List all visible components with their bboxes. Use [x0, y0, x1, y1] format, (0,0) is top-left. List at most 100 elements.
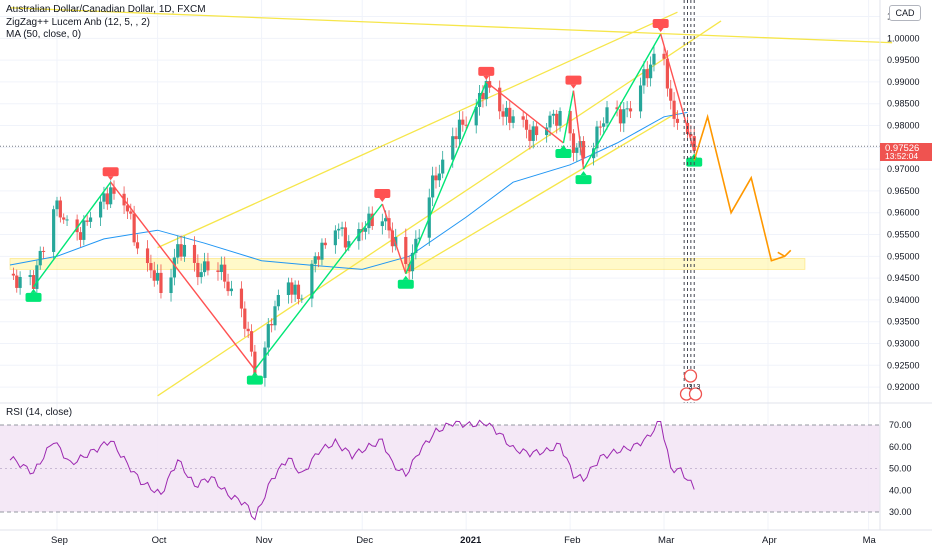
rsi-tick-label: 70.00 — [889, 420, 912, 430]
last-price-badge-bg — [880, 143, 932, 161]
candle-body — [85, 220, 89, 222]
price-tick-label: 0.94500 — [887, 273, 920, 283]
candle-body — [451, 136, 455, 160]
candle-body — [145, 248, 150, 264]
event-count-label: 3 — [689, 384, 693, 391]
last-price-badge: 0.97526 13:52:04 — [880, 143, 932, 161]
currency-badge[interactable]: CAD — [889, 5, 921, 21]
candle-body — [58, 200, 62, 218]
zigzag-high-label — [565, 75, 582, 85]
candle-body — [323, 242, 327, 246]
candle-body — [216, 270, 220, 272]
zigzag-low-pointer — [560, 144, 567, 149]
candle-body — [692, 136, 696, 151]
candle-body — [595, 126, 599, 149]
candle-body — [625, 108, 629, 110]
candle-body — [575, 147, 579, 153]
candle-body — [105, 193, 109, 205]
price-tick-label: 0.98000 — [887, 121, 920, 131]
candle-body — [38, 250, 42, 266]
projection-arrowhead — [777, 249, 792, 258]
time-tick-label: Sep — [51, 535, 68, 546]
symbol-title[interactable]: Australian Dollar/Canadian Dollar, 1D, F… — [6, 4, 206, 15]
candle-body — [568, 110, 572, 134]
zigzag-low-pointer — [30, 288, 37, 293]
channel-line — [157, 11, 678, 249]
candle-body — [340, 227, 344, 229]
candle-body — [662, 53, 666, 59]
candle-body — [592, 148, 596, 159]
zigzag-high-pointer — [107, 176, 114, 181]
candle-body — [266, 324, 270, 348]
zigzag-indicator-label[interactable]: ZigZag++ Lucem Anb (12, 5, , 2) — [6, 16, 150, 28]
time-tick-label: Feb — [564, 535, 580, 546]
candle-body — [508, 107, 512, 123]
candle-body — [484, 81, 488, 100]
zigzag-low-label — [25, 292, 42, 302]
zigzag-segment — [405, 81, 487, 275]
rsi-tick-label: 50.00 — [889, 464, 912, 474]
candle-body — [528, 129, 532, 141]
time-tick-label: Apr — [762, 535, 777, 546]
candle-body — [689, 133, 693, 137]
candle-body — [598, 126, 602, 128]
candle-body — [270, 324, 274, 326]
candle-body — [172, 257, 176, 278]
candle-body — [431, 175, 435, 198]
candle-body — [199, 272, 203, 278]
candle-body — [555, 113, 559, 126]
candle-body — [179, 244, 183, 257]
zigzag-high-pointer — [379, 198, 386, 202]
candle-body — [276, 294, 280, 307]
candle-body — [457, 119, 462, 140]
zigzag-high-label — [652, 18, 669, 28]
candle-body — [152, 270, 156, 281]
rsi-indicator-label[interactable]: RSI (14, close) — [6, 407, 73, 418]
event-flag-marker — [683, 369, 698, 383]
ma-indicator-label[interactable]: MA (50, close, 0) — [6, 29, 82, 40]
price-tick-label: 0.99000 — [887, 77, 920, 87]
price-tick-label: 0.99500 — [887, 55, 920, 65]
candle-body — [498, 87, 502, 112]
candle-body — [239, 288, 244, 309]
candle-body — [243, 308, 247, 329]
zigzag-low-label — [397, 279, 414, 289]
candle-body — [202, 261, 207, 273]
candle-body — [135, 242, 140, 249]
candle-body — [82, 220, 86, 240]
time-axis[interactable]: Sep Oct Nov Dec 2021 Feb Mar Apr Ma — [51, 535, 877, 546]
candle-body — [52, 209, 56, 252]
zigzag-high-pointer — [657, 27, 664, 32]
price-tick-label: 0.97000 — [887, 164, 920, 174]
candle-body — [75, 219, 79, 233]
channel-line — [405, 111, 678, 275]
zigzag-low-label — [555, 148, 572, 158]
candle-body — [548, 115, 552, 128]
candle-body — [545, 127, 549, 136]
candle-body — [41, 250, 46, 252]
ma-line — [9, 111, 688, 270]
time-tick-label: Ma — [863, 535, 877, 546]
chart-legend: Australian Dollar/Canadian Dollar, 1D, F… — [6, 4, 206, 42]
projection-path — [693, 113, 786, 262]
price-tick-label: 0.95500 — [887, 230, 920, 240]
candle-body — [511, 116, 515, 123]
zigzag-low-pointer — [251, 371, 258, 376]
candle-body — [337, 228, 341, 231]
candle-body — [293, 284, 297, 295]
candle-body — [55, 200, 59, 210]
candle-body — [441, 159, 445, 174]
price-tick-label: 0.94000 — [887, 295, 920, 305]
candle-body — [219, 264, 223, 272]
last-price-value: 0.97526 — [885, 143, 919, 154]
candle-body — [477, 92, 482, 107]
support-zone-rect — [9, 258, 806, 270]
candle-body — [571, 133, 576, 153]
zigzag-high-label — [374, 189, 391, 198]
candle-body — [363, 228, 368, 232]
rsi-pane — [0, 419, 880, 521]
axes — [0, 0, 932, 531]
price-tick-label: 0.96000 — [887, 208, 920, 218]
